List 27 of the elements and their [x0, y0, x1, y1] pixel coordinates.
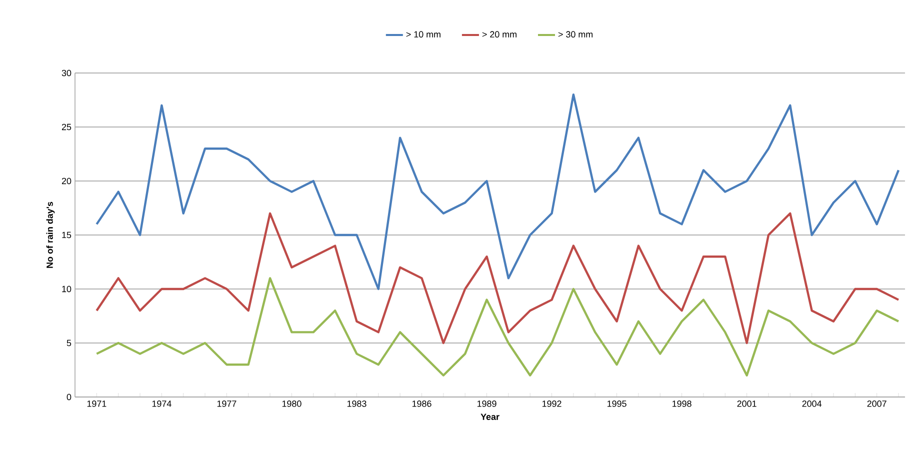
x-tick-label: 1998: [672, 400, 692, 407]
y-tick-label: 10: [62, 286, 72, 292]
x-tick-label: 1992: [542, 400, 562, 407]
x-tick-label: 1989: [477, 400, 496, 407]
line-series: [96, 94, 900, 290]
x-tick-label: 2001: [737, 400, 756, 407]
y-tick-label: 30: [62, 70, 72, 76]
x-tick-label: 1977: [217, 400, 236, 407]
legend-label: > 20 mm: [482, 31, 516, 38]
x-tick-label: 1983: [347, 400, 366, 407]
x-tick-label: 1974: [152, 400, 172, 407]
x-tick-label: 1980: [282, 400, 302, 407]
x-tick-label: 1995: [608, 400, 626, 407]
x-tick-label: 2007: [867, 400, 886, 407]
x-tick-label: 2004: [802, 400, 822, 407]
y-tick-label: 20: [62, 178, 72, 184]
y-axis-title: No of rain day's: [46, 202, 55, 268]
y-tick-label: 0: [66, 394, 72, 400]
x-tick-label: 1986: [412, 400, 432, 407]
legend-label: > 10 mm: [406, 31, 440, 38]
legend-label: > 30 mm: [558, 31, 593, 38]
x-tick-label: 1971: [87, 400, 106, 407]
y-tick-label: 5: [66, 340, 72, 346]
line-series: [96, 277, 900, 376]
y-tick-label: 25: [62, 124, 72, 130]
y-tick-label: 15: [62, 232, 72, 238]
x-axis-title: Year: [480, 414, 500, 420]
